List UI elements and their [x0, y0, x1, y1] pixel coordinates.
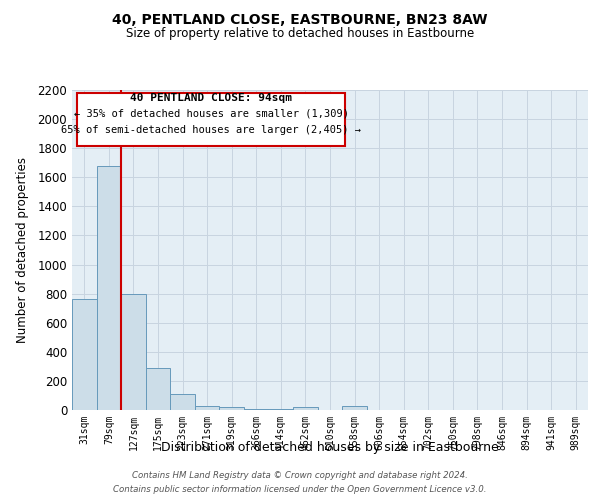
Text: Contains HM Land Registry data © Crown copyright and database right 2024.: Contains HM Land Registry data © Crown c… — [132, 472, 468, 480]
Bar — [72, 300, 97, 410]
Bar — [97, 166, 121, 410]
Text: 40 PENTLAND CLOSE: 94sqm: 40 PENTLAND CLOSE: 94sqm — [130, 93, 292, 103]
Bar — [269, 409, 293, 410]
Text: Size of property relative to detached houses in Eastbourne: Size of property relative to detached ho… — [126, 28, 474, 40]
Bar — [195, 406, 220, 410]
FancyBboxPatch shape — [77, 93, 346, 146]
Bar — [342, 406, 367, 410]
Bar — [220, 408, 244, 410]
Text: ← 35% of detached houses are smaller (1,309): ← 35% of detached houses are smaller (1,… — [74, 109, 349, 119]
Bar — [121, 294, 146, 410]
Text: 40, PENTLAND CLOSE, EASTBOURNE, BN23 8AW: 40, PENTLAND CLOSE, EASTBOURNE, BN23 8AW — [112, 12, 488, 26]
Text: 65% of semi-detached houses are larger (2,405) →: 65% of semi-detached houses are larger (… — [61, 125, 361, 135]
Bar — [244, 408, 269, 410]
Text: Distribution of detached houses by size in Eastbourne: Distribution of detached houses by size … — [161, 441, 499, 454]
Text: Contains public sector information licensed under the Open Government Licence v3: Contains public sector information licen… — [113, 484, 487, 494]
Bar — [146, 368, 170, 410]
Bar — [293, 407, 318, 410]
Y-axis label: Number of detached properties: Number of detached properties — [16, 157, 29, 343]
Bar — [170, 394, 195, 410]
